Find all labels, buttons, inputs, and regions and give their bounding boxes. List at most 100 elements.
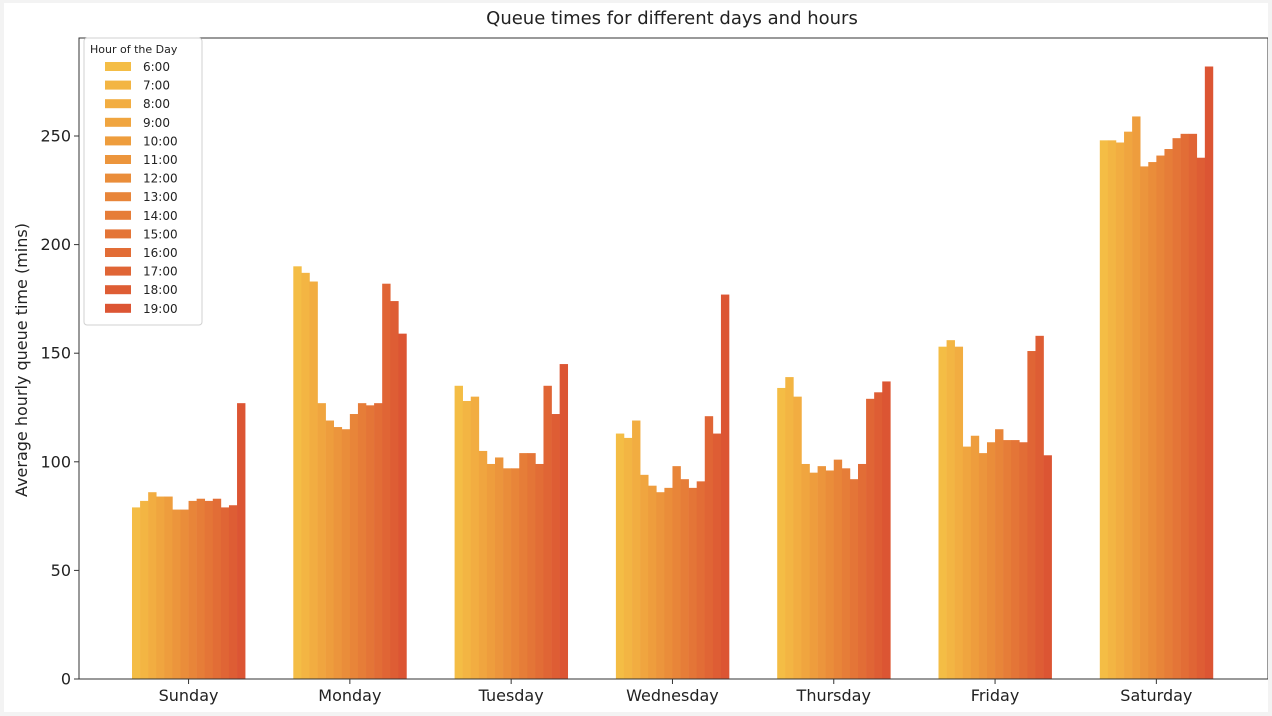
bar-sunday-900 [156, 496, 165, 679]
bar-tuesday-1100 [495, 457, 504, 679]
bar-sunday-1700 [220, 507, 230, 679]
bar-thursday-1100 [817, 466, 826, 679]
bar-saturday-1200 [1148, 162, 1157, 679]
bar-tuesday-1300 [511, 468, 520, 679]
y-tick-label: 50 [51, 561, 71, 580]
legend-swatch [105, 192, 131, 202]
bar-monday-1700 [382, 283, 391, 679]
bar-monday-1200 [341, 429, 351, 679]
bar-sunday-1400 [196, 498, 206, 679]
bar-thursday-1600 [858, 463, 867, 679]
bar-tuesday-700 [462, 400, 472, 679]
bar-tuesday-1400 [519, 453, 528, 679]
legend-label: 19:00 [143, 302, 178, 316]
bar-sunday-1800 [228, 505, 238, 679]
bar-sunday-700 [140, 500, 149, 679]
bar-tuesday-1700 [543, 385, 552, 679]
bar-monday-700 [301, 272, 310, 679]
legend-swatch [105, 229, 131, 239]
bar-thursday-1300 [833, 459, 843, 679]
bar-friday-800 [954, 346, 964, 679]
bar-friday-1300 [995, 429, 1004, 679]
bar-wednesday-1600 [696, 481, 706, 679]
legend-label: 18:00 [143, 283, 178, 297]
bar-tuesday-900 [478, 450, 488, 679]
bar-wednesday-1100 [656, 492, 665, 679]
legend-label: 13:00 [143, 190, 178, 204]
legend-swatch [105, 80, 131, 90]
bar-saturday-1000 [1132, 116, 1141, 679]
bar-tuesday-1500 [527, 453, 536, 679]
legend-swatch [105, 266, 131, 276]
bar-wednesday-900 [640, 474, 649, 679]
bar-tuesday-1800 [551, 414, 560, 679]
bar-thursday-900 [801, 463, 810, 679]
legend-label: 9:00 [143, 116, 170, 130]
bar-friday-1700 [1027, 351, 1036, 679]
bar-thursday-600 [777, 387, 786, 679]
bar-saturday-1900 [1204, 66, 1214, 679]
bar-saturday-800 [1115, 142, 1125, 679]
bar-tuesday-1200 [503, 468, 512, 679]
bar-friday-1400 [1003, 440, 1012, 679]
bar-wednesday-600 [615, 433, 625, 679]
bar-friday-1900 [1043, 455, 1052, 679]
bar-monday-1000 [325, 420, 334, 679]
bar-monday-600 [293, 266, 302, 679]
bars-layer [132, 66, 1214, 680]
bar-thursday-1900 [882, 381, 891, 679]
x-tick-label-tuesday: Tuesday [478, 686, 544, 705]
bar-wednesday-1800 [712, 433, 722, 679]
bar-wednesday-1400 [680, 479, 689, 679]
x-tick-label-wednesday: Wednesday [626, 686, 719, 705]
bar-monday-1800 [390, 301, 399, 679]
legend-label: 6:00 [143, 60, 170, 74]
bar-saturday-1700 [1188, 133, 1198, 679]
chart-title: Queue times for different days and hours [486, 8, 858, 29]
bar-sunday-1900 [237, 403, 246, 679]
bar-thursday-700 [785, 377, 794, 679]
bar-friday-1100 [978, 453, 988, 679]
legend-swatch [105, 248, 131, 257]
bar-friday-1000 [970, 435, 980, 679]
axes-layer: 0 50 100 150 200 250 Sunday Monday Tuesday Wednes… [40, 37, 1268, 705]
bar-monday-900 [317, 403, 326, 679]
bar-saturday-700 [1107, 140, 1117, 680]
legend-swatch [105, 136, 131, 146]
legend-label: 14:00 [143, 209, 178, 223]
y-tick-label: 200 [40, 235, 71, 254]
bar-friday-700 [946, 340, 955, 679]
bar-saturday-600 [1099, 140, 1109, 680]
bar-thursday-1400 [841, 468, 851, 679]
legend-title: Hour of the Day [90, 43, 178, 56]
bar-monday-1500 [366, 405, 375, 679]
bar-wednesday-1500 [688, 487, 697, 679]
legend-label: 15:00 [143, 227, 178, 241]
legend-swatch [105, 285, 131, 295]
legend-swatch [105, 117, 131, 127]
legend-label: 12:00 [143, 172, 178, 186]
legend-swatch [105, 155, 131, 164]
plot-area-border [78, 37, 1268, 680]
bar-wednesday-1300 [672, 466, 681, 679]
bar-wednesday-700 [623, 437, 633, 679]
y-tick-label: 100 [40, 452, 71, 471]
bar-monday-1900 [398, 333, 407, 679]
bar-friday-600 [938, 346, 947, 679]
bar-monday-1600 [374, 403, 383, 679]
bar-monday-1400 [357, 403, 367, 679]
bar-friday-1200 [986, 442, 996, 679]
x-tick-label-friday: Friday [971, 686, 1020, 705]
bar-saturday-1400 [1164, 149, 1173, 679]
bar-monday-800 [309, 281, 318, 679]
legend-label: 10:00 [143, 134, 178, 148]
bar-sunday-1000 [164, 496, 173, 679]
legend: Hour of the Day 6:00 7:00 8:00 9:00 10:00 11:… [83, 37, 203, 326]
legend-label: 17:00 [143, 265, 178, 279]
bar-thursday-1800 [874, 392, 883, 679]
legend-label: 11:00 [143, 153, 178, 167]
bar-saturday-1500 [1172, 138, 1181, 680]
x-tick-label-monday: Monday [318, 686, 381, 705]
bar-chart: Queue times for different days and hours… [12, 8, 1268, 705]
bar-wednesday-1200 [664, 487, 673, 679]
